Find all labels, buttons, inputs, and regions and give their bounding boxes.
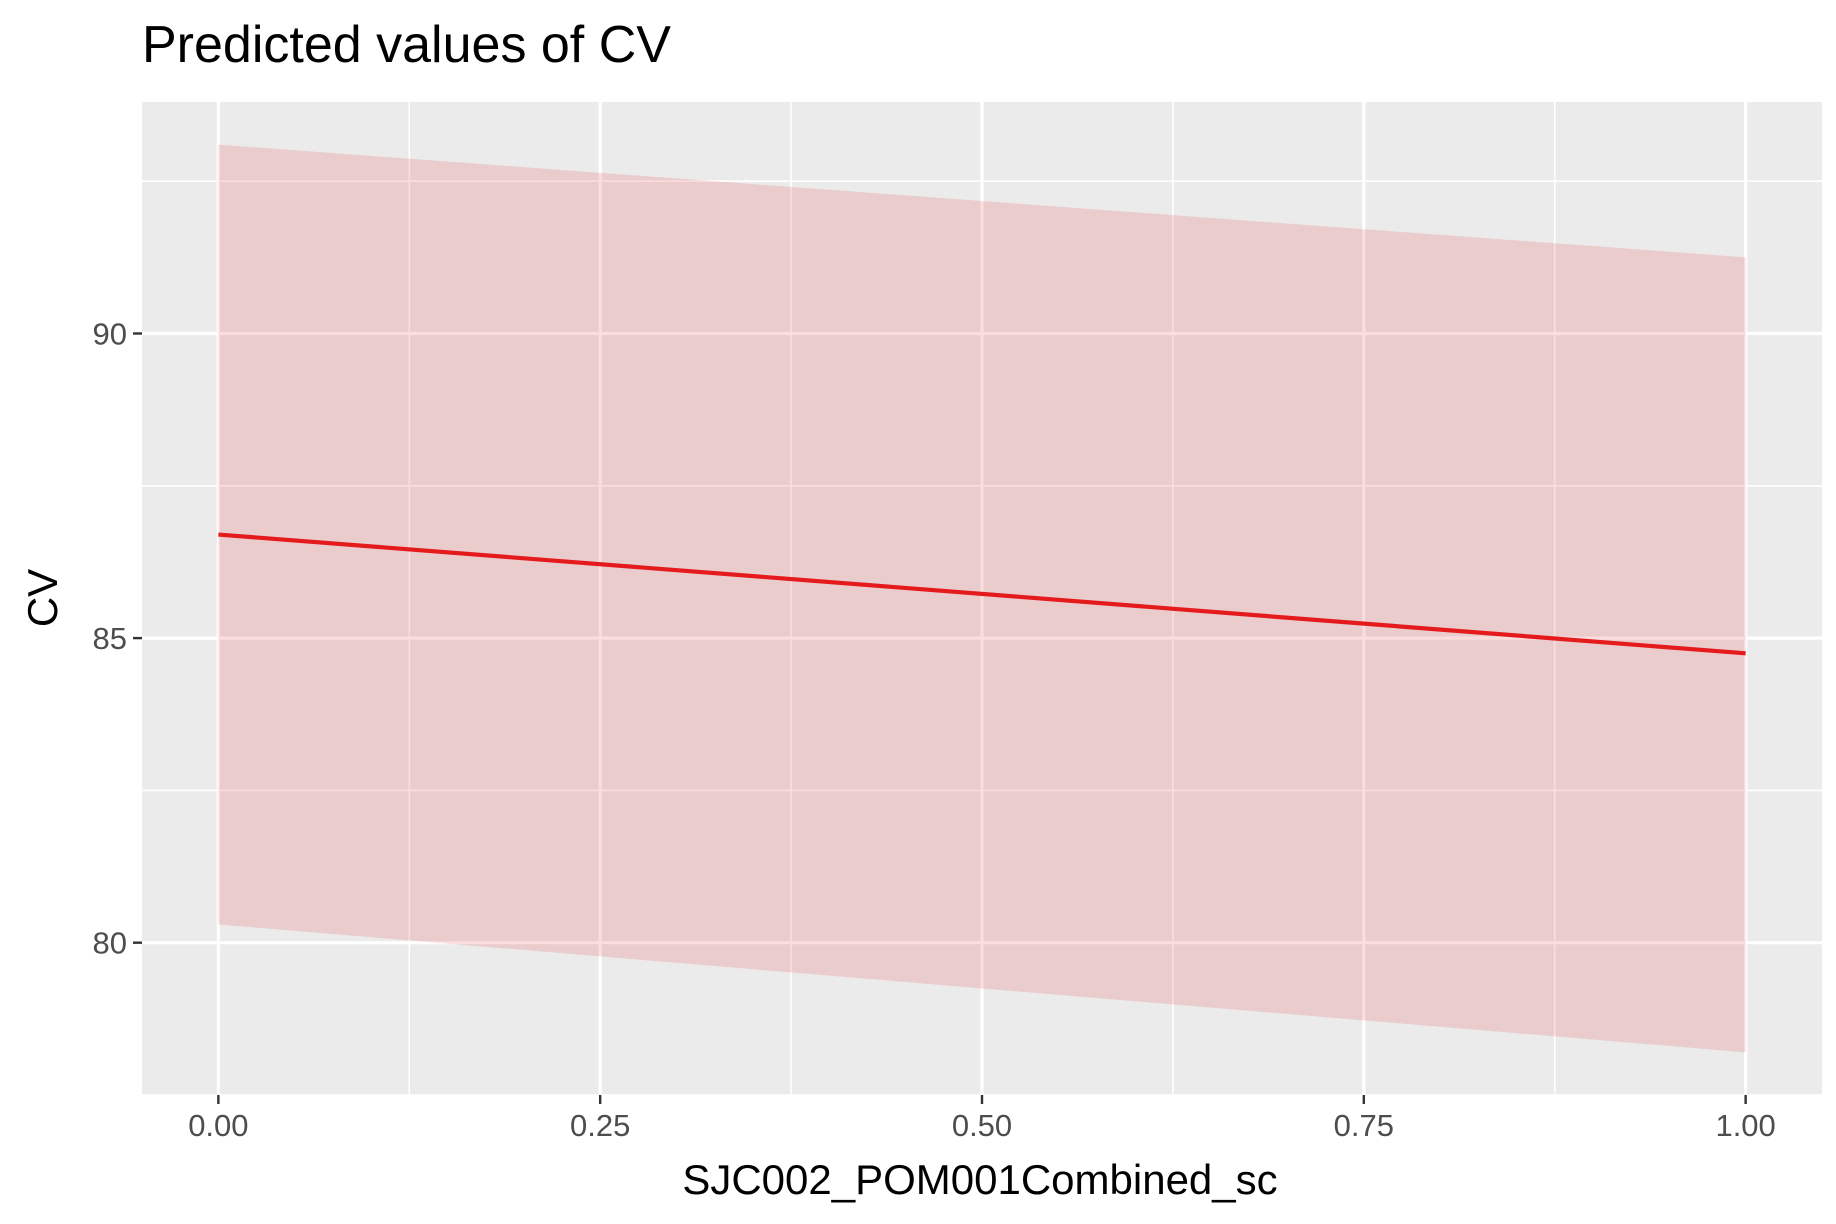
x-tick-label: 0.25 [570,1108,630,1143]
x-tick-label: 0.50 [952,1108,1012,1143]
y-axis: 80 85 90 [93,316,142,961]
chart-title: Predicted values of CV [142,16,671,74]
x-tick-label: 1.00 [1715,1108,1775,1143]
y-tick-label: 80 [93,926,127,961]
series-line-layer [218,532,1746,656]
y-tick-label: 90 [93,316,127,351]
y-tick-label: 85 [93,621,127,656]
y-axis-title: CV [19,569,66,627]
series-line [218,532,1746,656]
x-axis: 0.00 0.25 0.50 0.75 1.00 [188,1095,1776,1143]
major-gridlines [142,102,1822,1095]
x-axis-title: SJC002_POM001Combined_sc [682,1156,1277,1203]
x-tick-label: 0.75 [1334,1108,1394,1143]
confidence-band [218,144,1746,1053]
confidence-band-layer [218,144,1746,1053]
x-tick-label: 0.00 [188,1108,248,1143]
